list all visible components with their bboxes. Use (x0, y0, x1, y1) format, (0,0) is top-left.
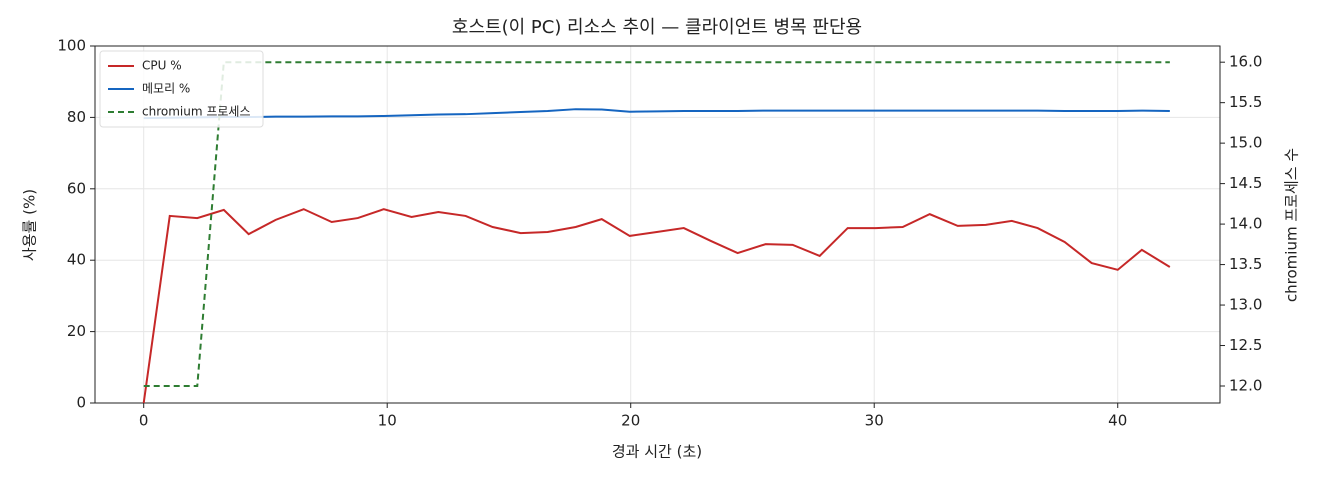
y-tick-label: 0 (76, 394, 86, 412)
y2-tick-label: 14.0 (1229, 215, 1262, 233)
x-axis-label: 경과 시간 (초) (612, 443, 702, 461)
y-tick-label: 80 (67, 108, 86, 126)
series-line (143, 61, 1170, 387)
series-line (142, 208, 1171, 404)
y-tick-label: 40 (67, 251, 86, 269)
y2-tick-label: 12.5 (1229, 336, 1262, 354)
legend: CPU % 메모리 % chromium 프로세스 (99, 50, 264, 128)
y2-tick-label: 13.0 (1229, 296, 1262, 314)
legend-box (99, 50, 264, 128)
y-tick-label: 20 (67, 322, 86, 340)
y2-axis-label: chromium 프로세스 수 (1283, 148, 1301, 302)
legend-label: chromium 프로세스 (142, 105, 251, 119)
plot-frame (94, 45, 1221, 404)
x-tick-label: 40 (1108, 412, 1127, 430)
x-tick-label: 0 (139, 412, 149, 430)
chart-title: 호스트(이 PC) 리소스 추이 — 클라이언트 병목 판단용 (452, 17, 862, 38)
series-line (143, 108, 1170, 120)
legend-label: CPU % (142, 59, 182, 73)
y2-tick-label: 13.5 (1229, 255, 1262, 273)
legend-label: 메모리 % (142, 82, 190, 96)
y2-tick-label: 15.0 (1229, 134, 1262, 152)
y2-tick-label: 16.0 (1229, 53, 1262, 71)
y2-tick-label: 14.5 (1229, 174, 1262, 192)
x-tick-label: 30 (865, 412, 884, 430)
y2-tick-label: 15.5 (1229, 93, 1262, 111)
y-axis-label: 사용률 (%) (21, 189, 39, 261)
y2-tick-label: 12.0 (1229, 377, 1262, 395)
y-tick-label: 100 (57, 37, 86, 55)
y-tick-label: 60 (67, 179, 86, 197)
x-tick-label: 20 (621, 412, 640, 430)
x-tick-label: 10 (378, 412, 397, 430)
